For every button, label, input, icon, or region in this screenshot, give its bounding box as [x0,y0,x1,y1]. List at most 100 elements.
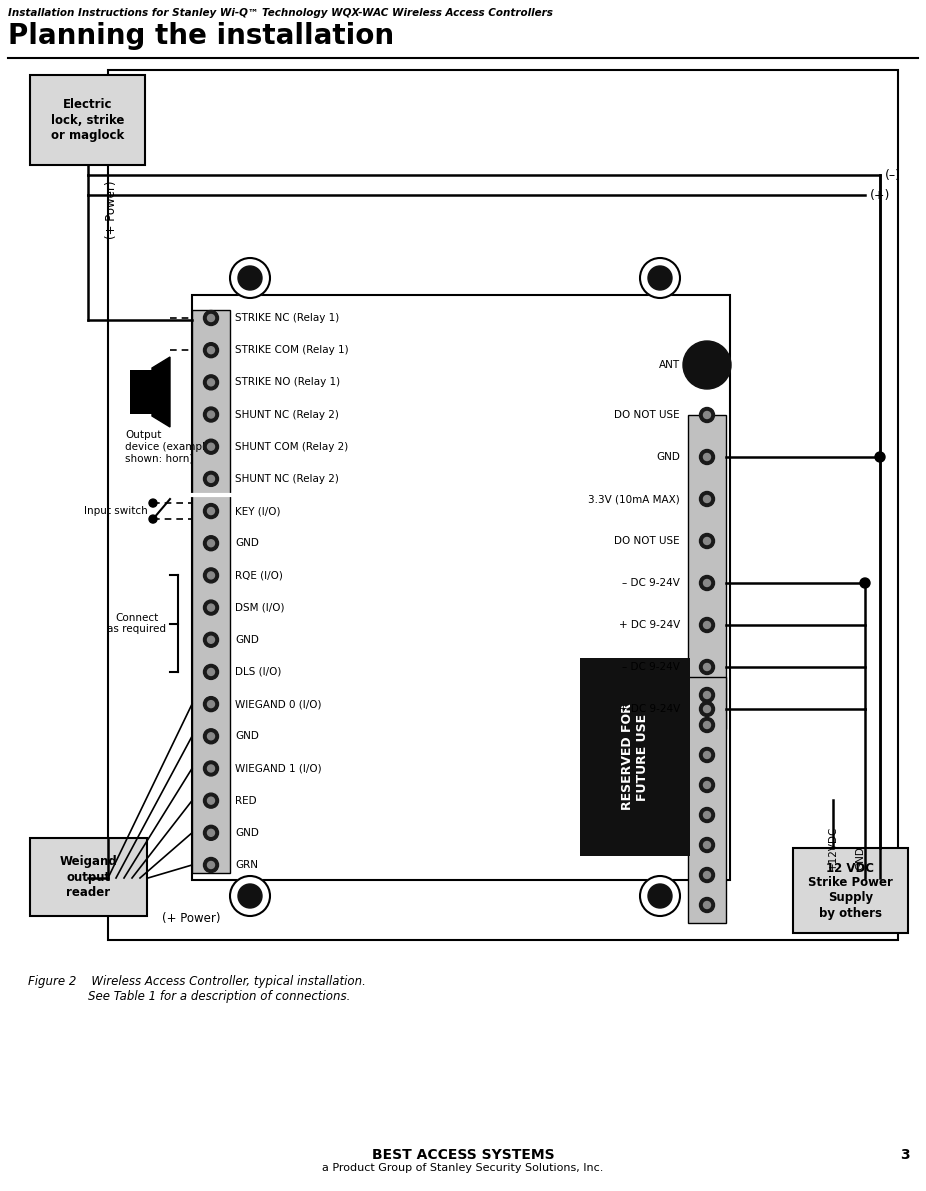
FancyBboxPatch shape [688,676,726,923]
Text: RESERVED FOR
FUTURE USE: RESERVED FOR FUTURE USE [621,704,649,810]
Circle shape [704,705,710,712]
Text: RQE (I/O): RQE (I/O) [235,570,282,580]
Text: WIEGAND 0 (I/O): WIEGAND 0 (I/O) [235,699,321,709]
Text: RED: RED [235,796,257,805]
Circle shape [238,884,262,908]
Text: + DC 9-24V: + DC 9-24V [619,621,680,630]
Text: (+): (+) [870,188,891,201]
Text: Electric
lock, strike
or maglock: Electric lock, strike or maglock [51,99,124,142]
Circle shape [704,842,710,848]
Text: ANT: ANT [659,360,680,370]
Circle shape [207,572,215,579]
Circle shape [704,580,710,586]
FancyBboxPatch shape [30,75,145,166]
Text: GND: GND [657,453,680,462]
Circle shape [704,495,710,503]
Circle shape [207,829,215,836]
Circle shape [204,472,219,486]
FancyBboxPatch shape [793,848,908,933]
Text: GRN: GRN [235,860,258,869]
Circle shape [683,341,731,389]
Polygon shape [152,357,170,428]
Circle shape [204,407,219,422]
FancyBboxPatch shape [192,295,730,880]
Circle shape [699,778,715,792]
Circle shape [699,575,715,591]
Circle shape [207,668,215,675]
Circle shape [204,311,219,325]
Circle shape [204,536,219,550]
Circle shape [204,375,219,389]
Circle shape [704,692,710,698]
Circle shape [207,347,215,354]
Text: 3: 3 [900,1148,910,1162]
Circle shape [207,443,215,450]
FancyBboxPatch shape [30,838,147,916]
Circle shape [204,504,219,518]
Circle shape [230,877,270,916]
Text: GND: GND [235,635,259,644]
Text: a Product Group of Stanley Security Solutions, Inc.: a Product Group of Stanley Security Solu… [322,1162,604,1173]
Text: SHUNT COM (Relay 2): SHUNT COM (Relay 2) [235,442,348,451]
Circle shape [648,266,672,289]
FancyBboxPatch shape [130,370,152,414]
Circle shape [699,492,715,506]
Circle shape [207,636,215,643]
Circle shape [149,499,157,507]
Circle shape [704,781,710,788]
Circle shape [699,748,715,762]
Circle shape [699,837,715,853]
Text: SHUNT NC (Relay 2): SHUNT NC (Relay 2) [235,410,339,419]
Text: GND: GND [235,731,259,741]
Circle shape [230,258,270,298]
Text: DLS (I/O): DLS (I/O) [235,667,282,676]
Text: Connect
as required: Connect as required [107,613,166,635]
Circle shape [207,475,215,482]
Circle shape [640,877,680,916]
Circle shape [238,266,262,289]
Text: Figure 2    Wireless Access Controller, typical installation.: Figure 2 Wireless Access Controller, typ… [28,975,366,989]
Circle shape [699,617,715,632]
Circle shape [704,811,710,818]
Text: Input switch: Input switch [84,506,148,516]
Text: DO NOT USE: DO NOT USE [614,536,680,545]
Circle shape [699,898,715,912]
Text: Output
device (example
shown: horn): Output device (example shown: horn) [125,430,211,463]
Text: KEY (I/O): KEY (I/O) [235,506,281,516]
Circle shape [860,578,870,588]
Circle shape [699,807,715,823]
Circle shape [704,663,710,671]
Text: STRIKE COM (Relay 1): STRIKE COM (Relay 1) [235,345,348,355]
Circle shape [204,858,219,873]
Circle shape [207,861,215,868]
Circle shape [699,867,715,883]
Circle shape [204,729,219,744]
Text: Planning the installation: Planning the installation [8,21,394,50]
Circle shape [699,407,715,423]
Circle shape [207,540,215,547]
Text: GND: GND [855,846,865,869]
Circle shape [204,568,219,582]
Circle shape [699,687,715,703]
Circle shape [207,604,215,611]
Text: + DC 9-24V: + DC 9-24V [619,704,680,713]
Circle shape [648,884,672,908]
Circle shape [204,793,219,809]
Circle shape [207,507,215,515]
Text: +12VDC: +12VDC [828,825,838,869]
Circle shape [699,660,715,674]
Circle shape [699,717,715,732]
Circle shape [875,453,885,462]
Text: (+ Power): (+ Power) [106,181,119,239]
Circle shape [204,665,219,679]
Text: – DC 9-24V: – DC 9-24V [622,662,680,672]
Circle shape [704,722,710,729]
Circle shape [704,902,710,909]
Circle shape [207,700,215,707]
Circle shape [204,825,219,841]
Text: SHUNT NC (Relay 2): SHUNT NC (Relay 2) [235,474,339,484]
Circle shape [704,622,710,629]
Circle shape [640,258,680,298]
Text: DO NOT USE: DO NOT USE [614,410,680,420]
Text: – DC 9-24V: – DC 9-24V [622,578,680,588]
